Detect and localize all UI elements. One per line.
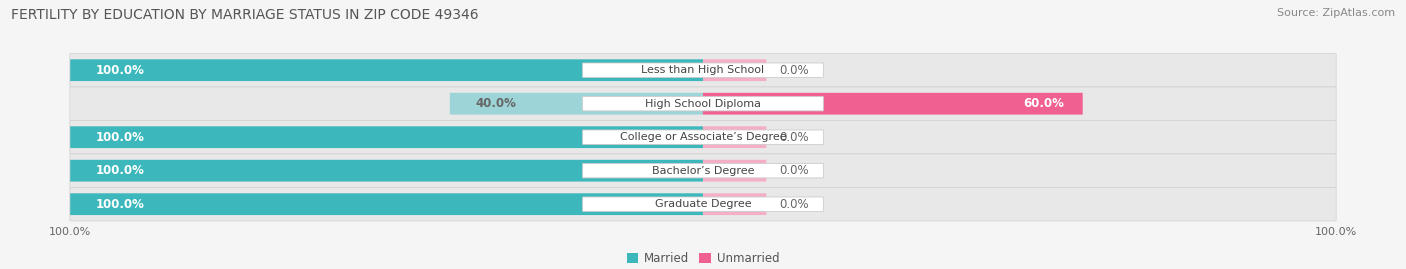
FancyBboxPatch shape xyxy=(703,160,766,182)
FancyBboxPatch shape xyxy=(703,59,766,81)
FancyBboxPatch shape xyxy=(582,97,824,111)
Text: College or Associate’s Degree: College or Associate’s Degree xyxy=(620,132,786,142)
Text: Less than High School: Less than High School xyxy=(641,65,765,75)
Text: Bachelor’s Degree: Bachelor’s Degree xyxy=(652,166,754,176)
Text: 60.0%: 60.0% xyxy=(1022,97,1064,110)
FancyBboxPatch shape xyxy=(703,193,766,215)
Text: 100.0%: 100.0% xyxy=(96,164,145,177)
Text: Source: ZipAtlas.com: Source: ZipAtlas.com xyxy=(1277,8,1395,18)
FancyBboxPatch shape xyxy=(703,93,1083,115)
FancyBboxPatch shape xyxy=(582,164,824,178)
Text: 100.0%: 100.0% xyxy=(96,131,145,144)
Legend: Married, Unmarried: Married, Unmarried xyxy=(621,247,785,269)
FancyBboxPatch shape xyxy=(70,121,1336,154)
FancyBboxPatch shape xyxy=(70,87,1336,121)
Text: 0.0%: 0.0% xyxy=(779,131,808,144)
Text: 0.0%: 0.0% xyxy=(779,64,808,77)
Text: 100.0%: 100.0% xyxy=(96,64,145,77)
FancyBboxPatch shape xyxy=(70,160,703,182)
FancyBboxPatch shape xyxy=(70,54,1336,87)
Text: 0.0%: 0.0% xyxy=(779,164,808,177)
Text: Graduate Degree: Graduate Degree xyxy=(655,199,751,209)
FancyBboxPatch shape xyxy=(582,130,824,144)
FancyBboxPatch shape xyxy=(582,63,824,77)
Text: 100.0%: 100.0% xyxy=(96,198,145,211)
FancyBboxPatch shape xyxy=(70,193,703,215)
Text: 40.0%: 40.0% xyxy=(475,97,516,110)
FancyBboxPatch shape xyxy=(70,187,1336,221)
FancyBboxPatch shape xyxy=(70,59,703,81)
Text: 0.0%: 0.0% xyxy=(779,198,808,211)
FancyBboxPatch shape xyxy=(70,126,703,148)
FancyBboxPatch shape xyxy=(582,197,824,211)
FancyBboxPatch shape xyxy=(450,93,703,115)
Text: High School Diploma: High School Diploma xyxy=(645,99,761,109)
Text: FERTILITY BY EDUCATION BY MARRIAGE STATUS IN ZIP CODE 49346: FERTILITY BY EDUCATION BY MARRIAGE STATU… xyxy=(11,8,479,22)
FancyBboxPatch shape xyxy=(70,154,1336,187)
FancyBboxPatch shape xyxy=(703,126,766,148)
